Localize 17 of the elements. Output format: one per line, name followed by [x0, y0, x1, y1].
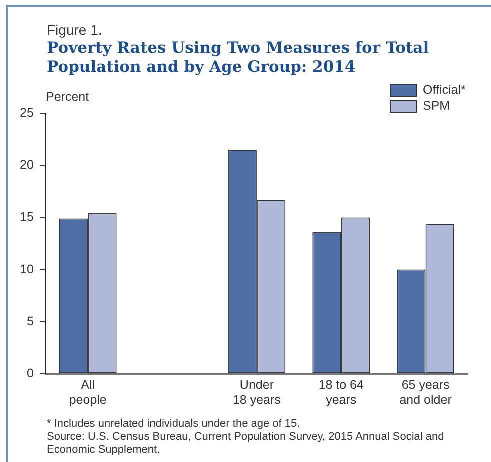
- legend-label: SPM: [423, 99, 450, 113]
- x-tick-label: 18 to 64 years: [318, 378, 364, 407]
- x-tick-label: 65 years and older: [400, 378, 452, 407]
- x-tick-label: All people: [69, 378, 107, 407]
- y-tick-label: 15: [20, 210, 34, 224]
- y-axis-title: Percent: [46, 90, 90, 104]
- y-tick-label: 25: [20, 106, 34, 120]
- chart-subtitle: Figure 1.: [47, 22, 102, 38]
- y-tick-label: 0: [26, 366, 34, 380]
- y-tick-label: 20: [20, 158, 34, 172]
- y-tick-label: 10: [20, 262, 34, 276]
- source-note: Source: U.S. Census Bureau, Current Population Survey, 2015 Annual Social and Economic Supplement.: [47, 431, 446, 457]
- legend-label: Official*: [423, 83, 466, 97]
- y-tick-label: 5: [26, 314, 34, 328]
- x-tick-label: Under 18 years: [232, 378, 281, 407]
- text: * Includes unrelated individuals under the age of 15.: [47, 418, 302, 431]
- chart-title: Poverty Rates Using Two Measures for Total Population and by Age Group: 2014: [47, 38, 430, 76]
